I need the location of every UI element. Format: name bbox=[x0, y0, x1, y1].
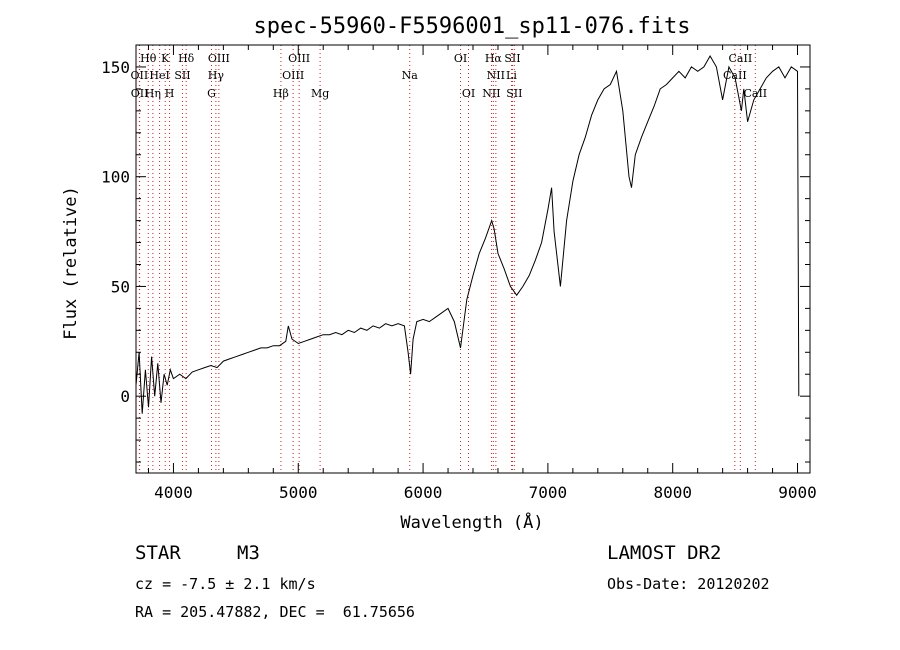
spectral-line-label: Hθ bbox=[140, 52, 157, 65]
spectral-line-label: Hγ bbox=[208, 69, 225, 82]
obs-date: Obs-Date: 20120202 bbox=[607, 575, 770, 593]
spectral-line-label: H bbox=[165, 87, 175, 100]
spectral-line-label: OI bbox=[462, 87, 475, 100]
x-tick-label: 9000 bbox=[778, 483, 817, 502]
spectral-line-label: SII bbox=[504, 52, 520, 65]
y-tick-label: 100 bbox=[101, 168, 130, 187]
spectral-line-label: OII bbox=[131, 69, 149, 82]
spectral-line-label: OIII bbox=[288, 52, 310, 65]
object-subclass: M3 bbox=[237, 542, 260, 564]
y-tick-label: 150 bbox=[101, 58, 130, 77]
spectral-line-label: Hδ bbox=[178, 52, 195, 65]
spectral-line-label: SII bbox=[506, 87, 522, 100]
x-tick-label: 6000 bbox=[404, 483, 443, 502]
spectral-line-label: OIII bbox=[282, 69, 304, 82]
redshift-cz: cz = -7.5 ± 2.1 km/s bbox=[135, 575, 316, 593]
spectral-line-label: OIII bbox=[208, 52, 230, 65]
axes: 4000 5000 6000 7000 8000 9000 0 50 100 150 bbox=[101, 45, 817, 502]
y-axis-label: Flux (relative) bbox=[61, 186, 81, 340]
spectral-line-label: K bbox=[161, 52, 170, 65]
spectral-line-label: NII bbox=[482, 87, 500, 100]
y-tick-label: 0 bbox=[120, 387, 130, 406]
chart-title: spec-55960-F5596001_sp11-076.fits bbox=[253, 14, 690, 39]
survey-name: LAMOST DR2 bbox=[607, 542, 722, 564]
spectral-line-label: CaII bbox=[743, 87, 767, 100]
plot-frame bbox=[135, 44, 811, 474]
spectral-line-label: SII bbox=[174, 69, 190, 82]
coordinates: RA = 205.47882, DEC = 61.75656 bbox=[135, 603, 415, 621]
spectral-line-label: CaII bbox=[723, 69, 747, 82]
spectral-line-label: OI bbox=[454, 52, 467, 65]
spectral-line-label: Hβ bbox=[273, 87, 289, 100]
x-axis-label: Wavelength (Å) bbox=[400, 511, 543, 533]
spectral-line-label: NII bbox=[487, 69, 505, 82]
object-class: STAR bbox=[135, 542, 181, 564]
spectral-line-label: Li bbox=[506, 69, 517, 82]
spectral-line-label: HeI bbox=[149, 69, 169, 82]
spectral-line-label: OII bbox=[131, 87, 149, 100]
x-tick-label: 4000 bbox=[154, 483, 193, 502]
x-tick-label: 5000 bbox=[279, 483, 318, 502]
spectral-line-label: G bbox=[207, 87, 216, 100]
spectral-line-label: Hη bbox=[145, 87, 161, 100]
spectral-line-label: Na bbox=[402, 69, 419, 82]
spectrum-series-line bbox=[135, 54, 800, 414]
x-tick-label: 7000 bbox=[529, 483, 568, 502]
spectral-line-label: Mg bbox=[311, 87, 329, 100]
x-tick-label: 8000 bbox=[653, 483, 692, 502]
y-tick-label: 50 bbox=[111, 277, 130, 296]
spectral-line-label: CaII bbox=[729, 52, 753, 65]
spectral-line-label: Hα bbox=[485, 52, 503, 65]
